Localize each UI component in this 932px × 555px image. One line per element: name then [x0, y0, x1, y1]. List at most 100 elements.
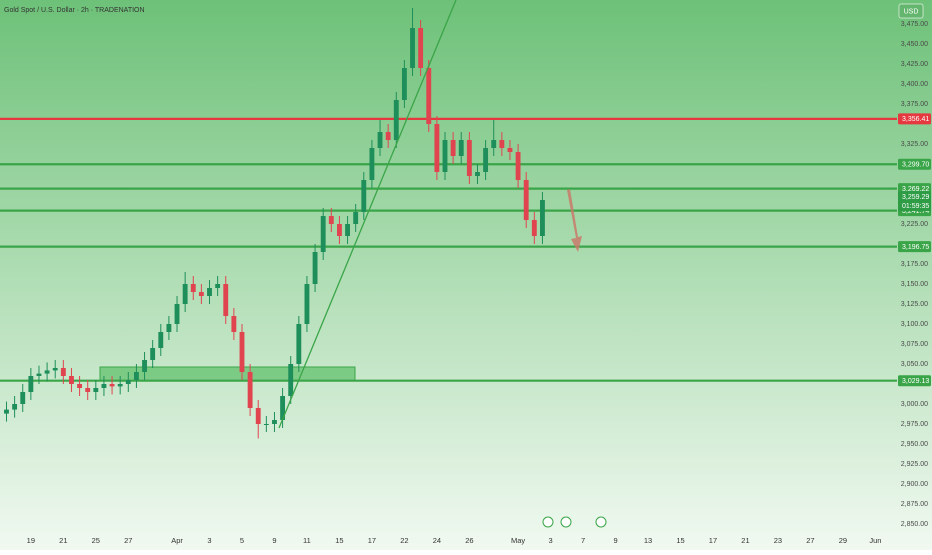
candle-body [401, 68, 407, 100]
candle-body [296, 324, 302, 364]
candle-body [434, 124, 440, 172]
candle-body [255, 408, 261, 424]
candle-body [207, 288, 212, 296]
y-tick-label: 3,475.00 [901, 21, 928, 28]
x-tick-label: 17 [709, 536, 717, 545]
y-tick-label: 3,125.00 [901, 301, 928, 308]
y-tick-label: 3,325.00 [901, 141, 928, 148]
candle-body [109, 384, 115, 387]
y-tick-label: 2,850.00 [901, 521, 928, 528]
x-tick-label: 7 [581, 536, 585, 545]
level-label: 3,196.75 [902, 244, 929, 251]
candle-body [223, 284, 229, 316]
currency-button[interactable] [898, 3, 924, 19]
x-tick-label: 23 [774, 536, 782, 545]
candle-body [523, 180, 529, 220]
candle-body [345, 224, 350, 236]
candle-body [133, 372, 139, 380]
candle-body [77, 384, 83, 388]
candle-body [361, 180, 367, 212]
x-tick-label: 3 [548, 536, 552, 545]
candle-body [320, 216, 326, 252]
candle-body [393, 100, 399, 140]
event-icons [542, 516, 607, 528]
candle-body [198, 292, 204, 296]
event-icon [560, 516, 572, 528]
current-price-box [898, 191, 931, 212]
x-tick-label: 11 [303, 536, 311, 545]
candle-body [450, 140, 456, 156]
candle-body [442, 140, 448, 172]
y-tick-label: 3,175.00 [901, 261, 928, 268]
candle-body [312, 252, 318, 284]
y-tick-label: 3,225.00 [901, 221, 928, 228]
candle-body [466, 140, 472, 176]
candle-body [182, 284, 188, 304]
candle-body [288, 364, 294, 396]
y-tick-label: 3,075.00 [901, 341, 928, 348]
candle-body [231, 316, 237, 332]
y-tick-label: 3,050.00 [901, 361, 928, 368]
y-tick-label: 3,425.00 [901, 61, 928, 68]
x-tick-label: 27 [124, 536, 132, 545]
candle-body [101, 384, 107, 388]
x-tick-label: Apr [171, 536, 183, 545]
candle-body [215, 284, 221, 288]
y-tick-label: 2,975.00 [901, 421, 928, 428]
candle-body [531, 220, 537, 236]
candle-body [20, 392, 26, 404]
level-label-box [898, 375, 931, 387]
candle-body [328, 216, 334, 224]
level-label-box [898, 241, 931, 253]
level-label: 3,299.70 [902, 162, 929, 169]
x-tick-label: 24 [433, 536, 441, 545]
level-label-box [898, 158, 931, 170]
x-tick-label: 27 [806, 536, 814, 545]
candle-body [426, 68, 432, 124]
currency-label[interactable]: USD [904, 8, 919, 15]
candle-body [353, 212, 359, 224]
candle-body [418, 28, 424, 68]
candle-body [475, 172, 480, 176]
candle-body [190, 284, 196, 292]
x-tick-label: 5 [240, 536, 244, 545]
current-price-label: 3,259.29 [902, 194, 929, 201]
candle-body [410, 28, 415, 68]
x-tick-label: 29 [839, 536, 847, 545]
candle-body [239, 332, 245, 372]
x-tick-label: 15 [676, 536, 684, 545]
level-label: 3,241.74 [902, 208, 929, 215]
x-tick-label: 22 [400, 536, 408, 545]
candle-body [377, 132, 383, 148]
x-tick-label: 3 [207, 536, 211, 545]
candle-body [458, 140, 464, 156]
x-tick-label: Jun [869, 536, 881, 545]
candle-body [540, 200, 545, 236]
y-tick-label: 3,375.00 [901, 101, 928, 108]
y-tick-label: 3,400.00 [901, 81, 928, 88]
candle-body [166, 324, 172, 332]
x-tick-label: 9 [613, 536, 617, 545]
candle-body [272, 420, 277, 424]
y-tick-label: 3,000.00 [901, 401, 928, 408]
y-tick-label: 3,450.00 [901, 41, 928, 48]
candle-body [125, 380, 131, 384]
y-tick-label: 2,950.00 [901, 441, 928, 448]
x-tick-label: 25 [92, 536, 100, 545]
candle-body [336, 224, 342, 236]
y-tick-label: 3,150.00 [901, 281, 928, 288]
candle-body [385, 132, 391, 140]
candle-body [85, 388, 91, 392]
level-label: 3,356.41 [902, 116, 929, 123]
candle-body [36, 373, 42, 376]
y-tick-label: 2,925.00 [901, 461, 928, 468]
level-label: 3,269.22 [902, 186, 929, 193]
candle-body [52, 368, 58, 371]
candle-body [117, 384, 123, 387]
candle-body [507, 148, 513, 152]
trendline [278, 0, 457, 429]
candle-body [93, 388, 99, 392]
x-tick-label: 19 [27, 536, 35, 545]
chart-title: Gold Spot / U.S. Dollar · 2h · TRADENATI… [4, 7, 145, 14]
